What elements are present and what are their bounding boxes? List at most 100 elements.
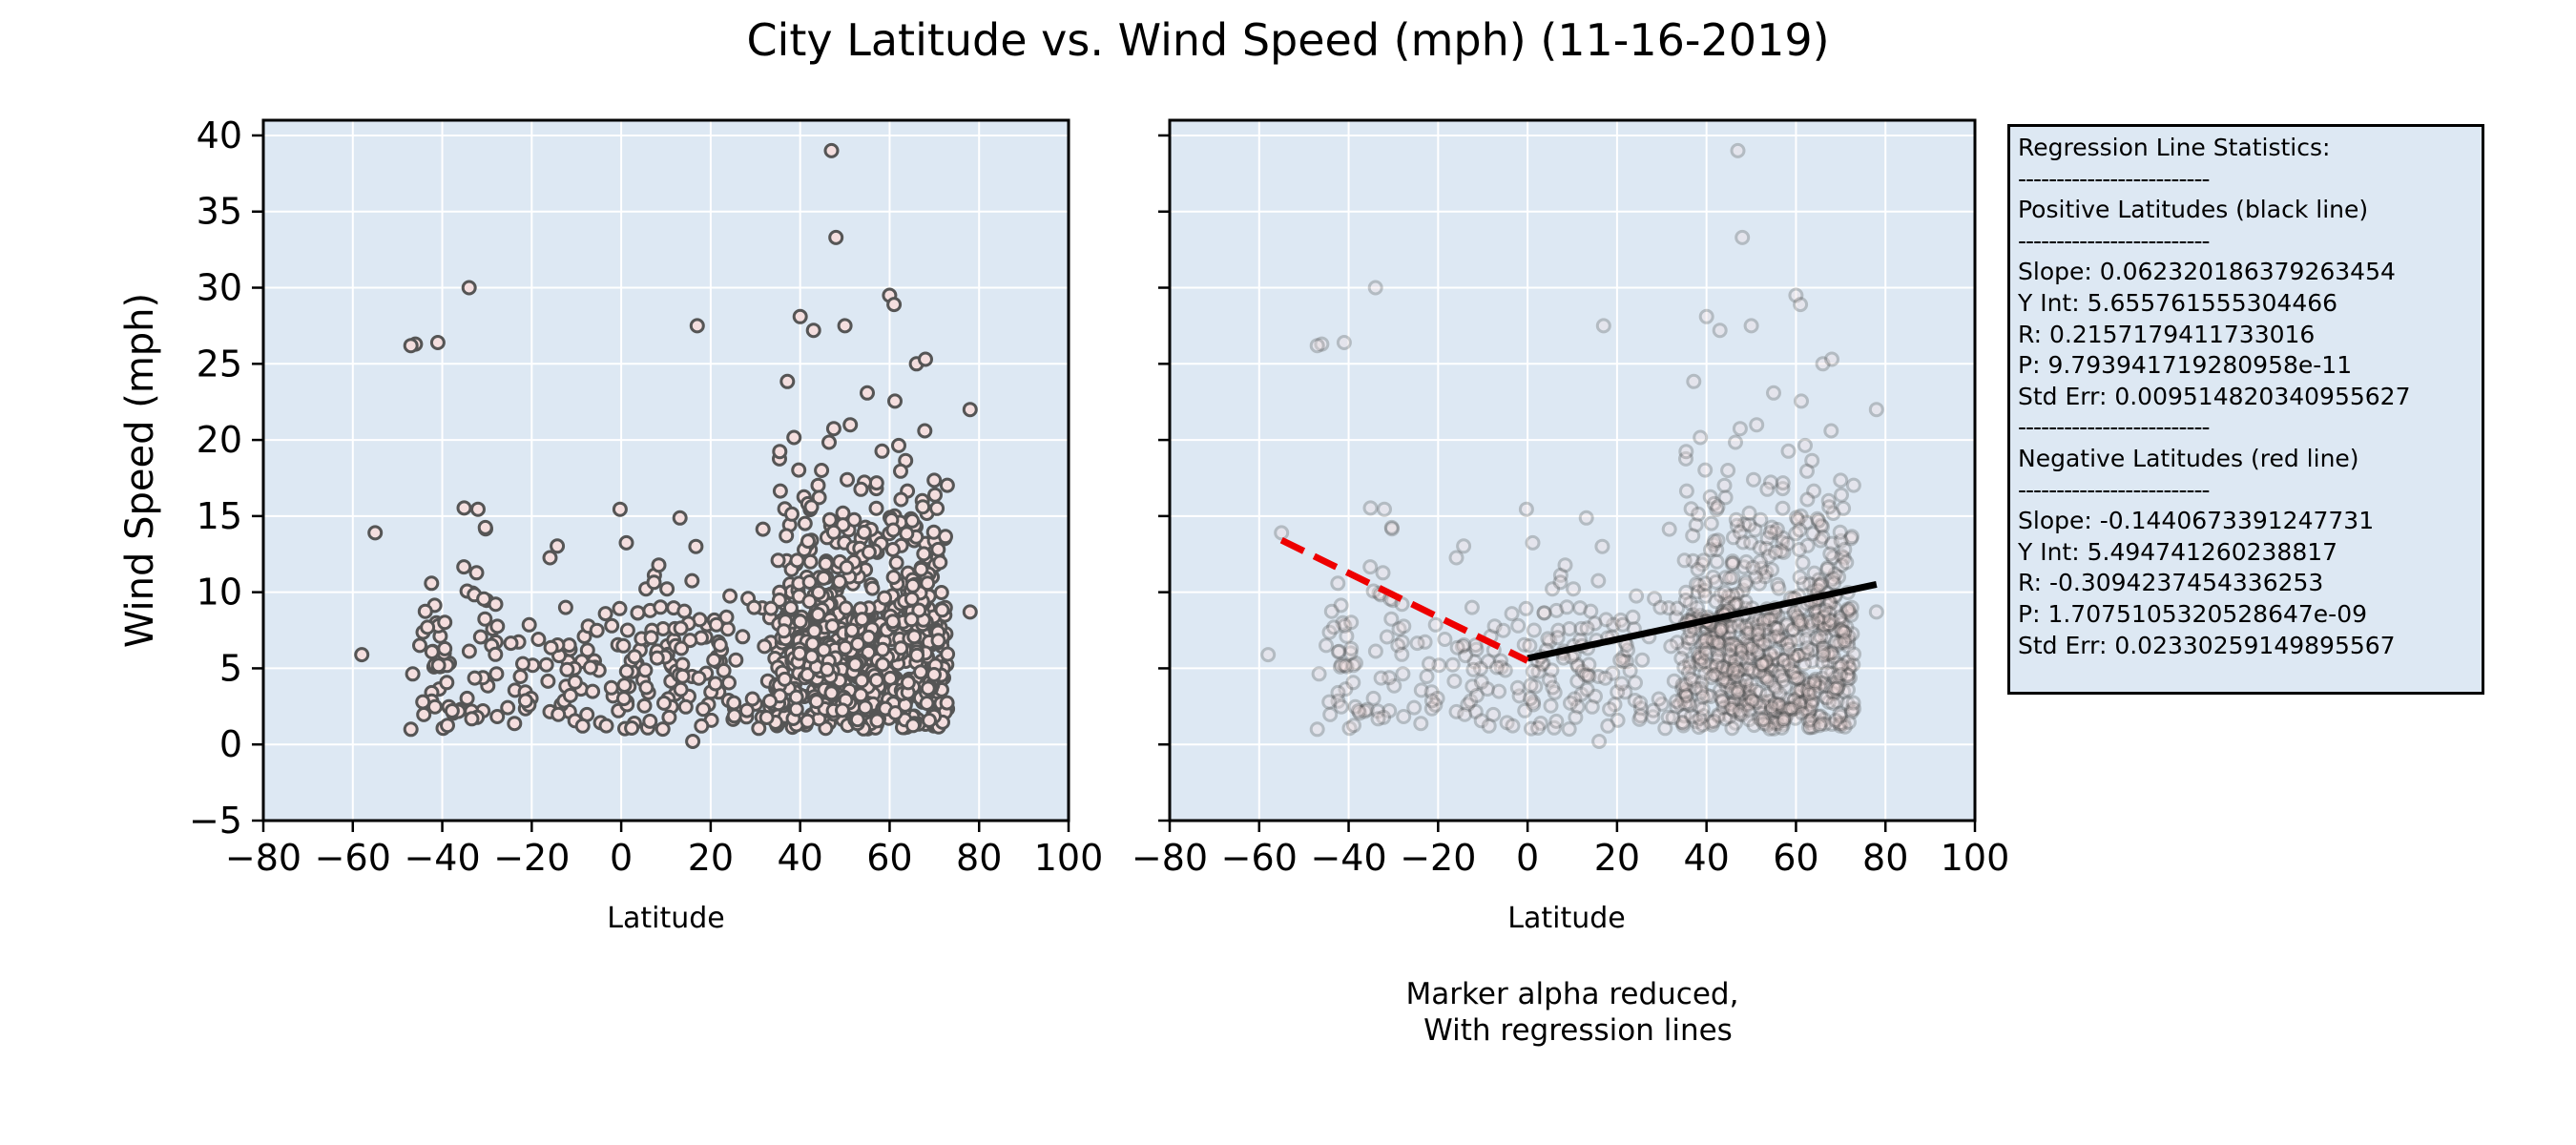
scatter-point (1690, 584, 1706, 600)
scatter-point (1815, 644, 1831, 660)
scatter-point (1721, 666, 1737, 682)
scatter-point (1423, 684, 1440, 700)
y-tick-label: −5 (189, 800, 242, 842)
scatter-point (1785, 622, 1801, 638)
scatter-point (1444, 656, 1461, 673)
scatter-point (1552, 567, 1568, 583)
scatter-point (412, 637, 427, 654)
scatter-point (1678, 682, 1694, 698)
scatter-point (1510, 617, 1527, 634)
scatter-point (1714, 621, 1730, 637)
scatter-point (1755, 656, 1771, 673)
scatter-point (1717, 585, 1733, 600)
scatter-point (786, 429, 802, 446)
scatter-point (1574, 663, 1590, 679)
scatter-point (1695, 552, 1712, 569)
scatter-point (1812, 718, 1827, 734)
scatter-point (1771, 697, 1786, 714)
scatter-point (1775, 500, 1791, 516)
scatter-point (1749, 417, 1765, 433)
scatter-point (1802, 715, 1818, 731)
scatter-point (1545, 581, 1561, 597)
scatter-point (1675, 718, 1692, 734)
scatter-point (801, 593, 818, 610)
scatter-point (1776, 653, 1792, 668)
scatter-point (1837, 624, 1853, 640)
scatter-point (1792, 522, 1808, 538)
scatter-point (1831, 569, 1847, 585)
scatter-point (1799, 491, 1816, 508)
scatter-point (1821, 694, 1837, 710)
scatter-point (1689, 576, 1704, 593)
scatter-point (1725, 663, 1741, 679)
scatter-point (869, 713, 885, 729)
scatter-point (1697, 575, 1714, 592)
scatter-point (636, 697, 653, 714)
scatter-point (1784, 700, 1800, 717)
scatter-point (1755, 716, 1772, 732)
scatter-point (1782, 634, 1798, 650)
scatter-point (1333, 597, 1349, 614)
scatter-point (1806, 684, 1822, 700)
scatter-point (1634, 652, 1651, 668)
scatter-point (619, 622, 635, 638)
scatter-point (1545, 679, 1561, 696)
scatter-point (726, 695, 742, 711)
scatter-point (875, 641, 891, 657)
scatter-point (772, 444, 788, 460)
scatter-point (1660, 709, 1676, 725)
scatter-point (1739, 635, 1755, 651)
scatter-point (659, 581, 675, 597)
scatter-point (1722, 656, 1738, 673)
scatter-point (1466, 654, 1483, 670)
scatter-point (694, 718, 710, 734)
scatter-point (1776, 710, 1792, 726)
scatter-point (1789, 699, 1805, 716)
scatter-point (1779, 707, 1796, 723)
x-tick-label: 40 (1683, 837, 1729, 879)
scatter-point (1740, 641, 1756, 657)
scatter-point (1736, 697, 1753, 713)
scatter-point (1789, 608, 1805, 624)
scatter-point (825, 421, 841, 437)
scatter-point (444, 703, 460, 718)
scatter-point (1806, 565, 1822, 581)
x-tick-label: 0 (610, 837, 633, 879)
scatter-point (618, 534, 634, 551)
scatter-point (1569, 656, 1586, 673)
scatter-point (1821, 616, 1838, 633)
scatter-point (1396, 618, 1412, 635)
scatter-point (1357, 703, 1373, 719)
scatter-point (1743, 664, 1759, 679)
scatter-point (1394, 634, 1410, 650)
scatter-point (1753, 652, 1769, 668)
scatter-point (861, 544, 877, 560)
left-axes-frame (261, 118, 1070, 822)
scatter-point (1323, 603, 1340, 619)
scatter-point (1381, 703, 1398, 718)
scatter-point (722, 588, 738, 604)
scatter-point (1758, 540, 1775, 556)
scatter-point (651, 557, 667, 573)
scatter-point (1525, 663, 1541, 679)
scatter-point (1590, 669, 1607, 684)
scatter-point (1755, 658, 1772, 675)
scatter-point (708, 616, 724, 633)
scatter-point (643, 630, 659, 646)
scatter-point (1710, 499, 1726, 515)
scatter-point (488, 666, 505, 682)
scatter-point (1840, 602, 1857, 618)
scatter-point (1728, 434, 1743, 450)
scatter-point (1794, 670, 1810, 686)
scatter-point (1777, 711, 1793, 727)
scatter-point (1742, 689, 1758, 705)
scatter-point (1690, 561, 1706, 577)
scatter-point (1600, 718, 1616, 734)
scatter-point (884, 542, 901, 557)
scatter-point (1790, 511, 1806, 528)
scatter-point (904, 512, 921, 529)
scatter-point (440, 718, 455, 734)
scatter-point (744, 691, 760, 707)
scatter-point (1755, 669, 1772, 685)
scatter-point (1806, 483, 1822, 499)
